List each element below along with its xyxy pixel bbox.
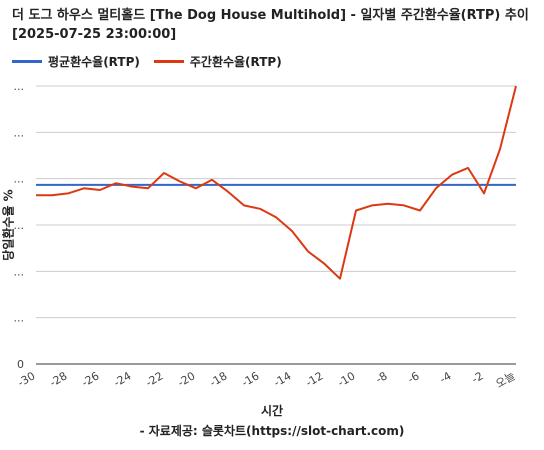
y-tick-label: ... (14, 312, 25, 325)
x-tick-label: -8 (374, 369, 390, 386)
x-tick-label: -28 (47, 369, 69, 389)
chart-subtitle: [2025-07-25 23:00:00] (12, 27, 177, 42)
source-credit: - 자료제공: 슬롯차트(https://slot-chart.com) (139, 424, 405, 438)
chart-title: 더 도그 하우스 멀티홀드 [The Dog House Multihold] … (12, 6, 532, 44)
legend-swatch-weekly (153, 59, 184, 63)
y-tick-label: 0 (17, 358, 24, 371)
legend-item-average[interactable]: 평균환수율(RTP) (12, 53, 140, 70)
x-tick-label: -16 (239, 369, 261, 389)
x-tick-label: -12 (303, 369, 325, 389)
x-tick-label: -20 (175, 369, 197, 389)
x-axis-label: 시간 (260, 404, 284, 418)
y-tick-label: ... (14, 219, 25, 232)
y-tick-label: ... (14, 265, 25, 278)
series-line-weekly (36, 85, 517, 280)
y-tick-label: ... (14, 80, 25, 93)
legend-swatch-average (12, 59, 42, 63)
x-tick-label: -6 (406, 369, 422, 386)
y-axis-label: 당일환수율 % (1, 189, 16, 261)
legend-item-weekly[interactable]: 주간환수율(RTP) (153, 53, 282, 70)
chart-title-main: 더 도그 하우스 멀티홀드 [The Dog House Multihold] … (12, 8, 529, 23)
x-tick-label: -30 (15, 369, 37, 389)
x-tick-label: -24 (111, 369, 133, 389)
x-tick-label: -10 (335, 369, 357, 389)
legend-label-weekly: 주간환수율(RTP) (189, 54, 282, 69)
x-tick-label: 오늘 (493, 369, 517, 390)
x-tick-label: -18 (207, 369, 229, 389)
y-tick-label: ... (14, 173, 25, 186)
x-tick-label: -14 (271, 369, 293, 389)
legend-label-average: 평균환수율(RTP) (48, 54, 140, 69)
x-tick-label: -22 (143, 369, 165, 389)
x-tick-label: -26 (79, 369, 101, 389)
x-tick-label: -4 (438, 369, 454, 386)
y-tick-label: ... (14, 126, 25, 139)
x-tick-label: -2 (470, 369, 486, 386)
legend: 평균환수율(RTP) 주간환수율(RTP) (12, 52, 296, 70)
